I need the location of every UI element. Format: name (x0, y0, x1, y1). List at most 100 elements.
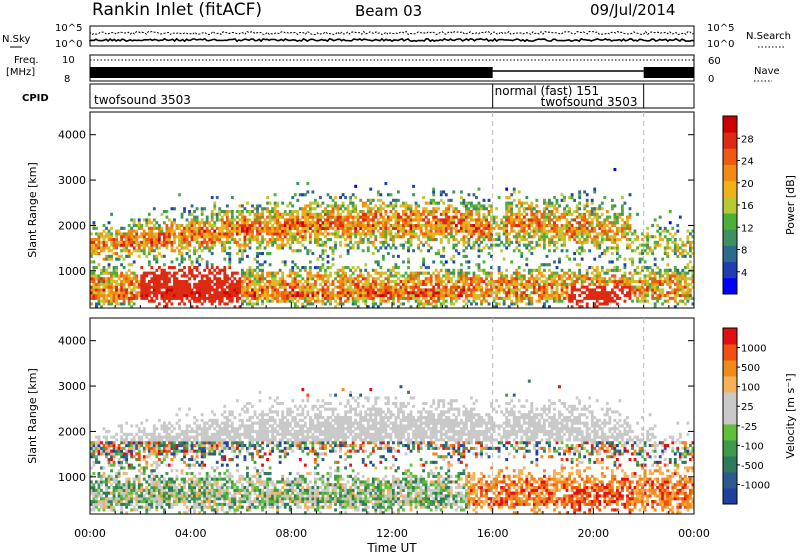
power-cell (228, 296, 232, 300)
power-cell (482, 207, 486, 211)
power-cell (107, 294, 111, 298)
power-cell (261, 226, 264, 230)
power-cell (253, 235, 257, 239)
power-cell (308, 201, 312, 205)
power-cell (107, 271, 111, 275)
power-cell (560, 232, 564, 236)
power-cell (296, 294, 300, 298)
power-cell (381, 201, 385, 205)
power-cell (590, 240, 594, 244)
power-cell (540, 226, 544, 230)
power-cell (369, 229, 373, 233)
power-cell (548, 274, 551, 278)
power-cell (470, 302, 473, 306)
power-cell (470, 215, 473, 219)
power-cell (688, 254, 692, 258)
power-cell (543, 263, 546, 267)
power-cell (558, 215, 561, 219)
power-cell (530, 218, 534, 222)
power-cell (120, 263, 124, 267)
velocity-cell (97, 472, 101, 476)
power-cell (525, 196, 529, 200)
power-cell (173, 235, 176, 239)
power-cell (462, 221, 466, 225)
power-cell (462, 282, 466, 286)
power-cell (402, 229, 405, 233)
power-cell (376, 193, 380, 197)
power-cell (288, 210, 292, 214)
power-cell (409, 212, 413, 216)
power-cell (570, 294, 574, 298)
power-cell (548, 305, 551, 309)
power-cell (477, 296, 481, 300)
power-cell (651, 294, 655, 298)
power-cell (256, 282, 259, 286)
power-cell (646, 294, 649, 298)
power-cell (522, 215, 526, 219)
power-cell (688, 288, 692, 292)
power-cell (507, 221, 511, 225)
power-cell (376, 190, 380, 194)
power-cell (225, 221, 229, 225)
power-cell (598, 271, 602, 275)
power-cell (379, 221, 383, 225)
power-cell (271, 229, 275, 233)
power-cell (653, 274, 657, 278)
power-cell (626, 238, 629, 242)
power-cell (178, 268, 181, 272)
power-cell (558, 229, 561, 233)
power-cell (452, 302, 456, 306)
power-cell (346, 204, 350, 208)
power-cell (553, 235, 556, 239)
power-cell (475, 294, 478, 298)
power-cell (324, 221, 327, 225)
power-cell (452, 218, 456, 222)
power-cell (505, 235, 509, 239)
power-cell (150, 280, 154, 284)
power-cell (331, 226, 335, 230)
power-cell (311, 201, 315, 205)
power-cell (397, 198, 400, 202)
power-cell (298, 285, 302, 289)
power-cell (243, 221, 247, 225)
power-cell (419, 249, 423, 253)
power-cell (392, 215, 395, 219)
power-cell (480, 291, 483, 295)
power-cell (238, 291, 242, 295)
power-cell (115, 288, 118, 292)
power-cell (437, 224, 441, 228)
power-cell (251, 210, 254, 214)
power-cell (402, 232, 405, 236)
power-cell (477, 187, 481, 191)
power-cell (286, 282, 290, 286)
power-cell (507, 296, 511, 300)
power-cell (412, 226, 415, 230)
power-cell (686, 291, 690, 295)
power-cell (200, 302, 204, 306)
power-cell (147, 280, 151, 284)
power-cell (198, 254, 202, 258)
power-cell (273, 218, 277, 222)
velocity-cell (97, 449, 101, 453)
power-cell (147, 235, 151, 239)
power-cell (628, 224, 632, 228)
power-cell (444, 299, 448, 303)
power-cell (666, 282, 670, 286)
power-cell (598, 215, 602, 219)
power-cell (253, 218, 257, 222)
power-cell (334, 246, 337, 250)
power-cell (243, 229, 247, 233)
power-cell (331, 207, 335, 211)
power-cell (683, 271, 687, 275)
power-cell (306, 210, 310, 214)
power-cell (200, 212, 204, 216)
power-cell (253, 268, 257, 272)
power-cell (472, 291, 476, 295)
power-cell (444, 215, 448, 219)
power-cell (553, 294, 556, 298)
power-cell (565, 282, 569, 286)
power-cell (351, 193, 355, 197)
power-cell (152, 226, 156, 230)
power-cell (306, 221, 310, 225)
power-cell (490, 282, 493, 286)
